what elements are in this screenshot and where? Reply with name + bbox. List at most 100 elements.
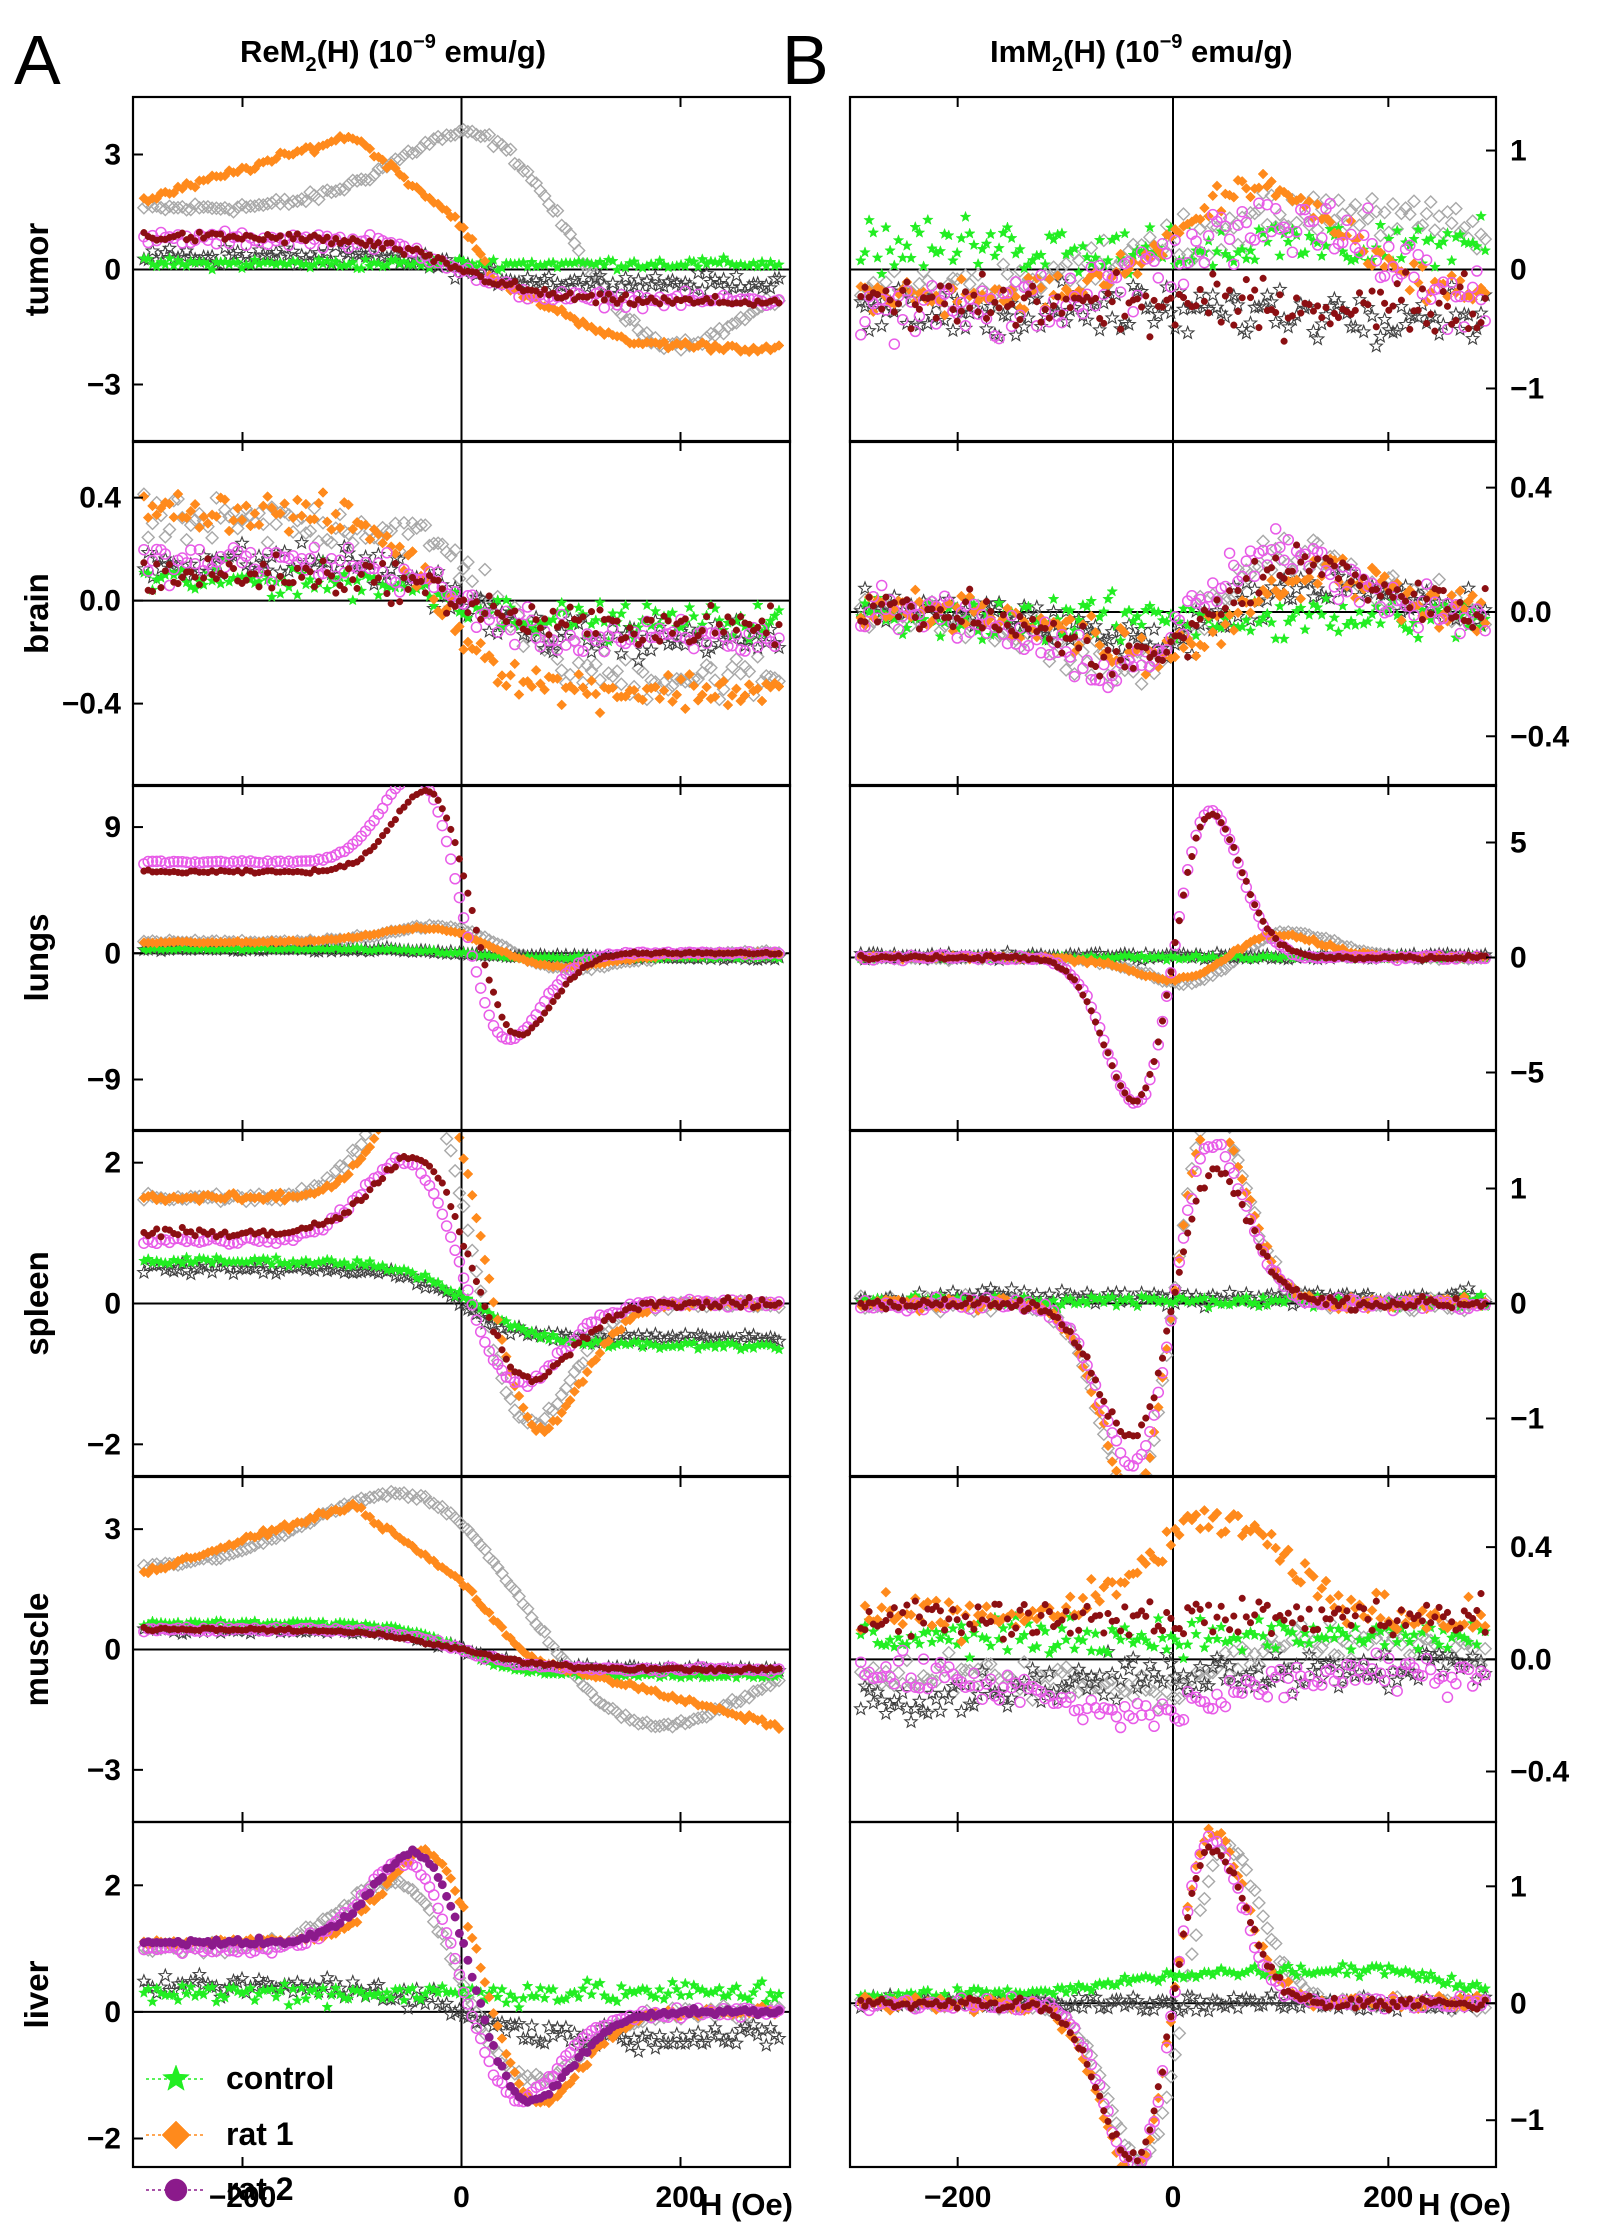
data-point <box>696 253 709 265</box>
data-point <box>694 1298 702 1306</box>
row-label-lungs: lungs <box>18 914 55 1002</box>
data-point <box>636 1341 649 1353</box>
data-point <box>438 1995 455 2011</box>
data-point <box>737 1303 745 1311</box>
y-tick-label: 2 <box>104 1147 121 1180</box>
data-point <box>698 2033 715 2049</box>
data-point <box>742 307 757 322</box>
data-point <box>168 563 180 576</box>
data-point <box>165 560 174 569</box>
data-point <box>581 1366 593 1378</box>
data-point <box>295 1982 308 1994</box>
data-point <box>773 681 785 692</box>
data-point <box>460 1301 476 1316</box>
data-point <box>213 202 228 216</box>
data-point <box>622 2038 638 2053</box>
data-point <box>366 1186 374 1194</box>
data-point <box>698 627 706 635</box>
data-point <box>219 1991 231 2003</box>
data-point <box>403 1080 413 1090</box>
data-point <box>472 1277 480 1286</box>
data-point <box>390 162 401 174</box>
data-point <box>403 771 413 781</box>
column-title-b-sup: −9 <box>1160 31 1183 53</box>
data-point <box>571 243 586 258</box>
data-point <box>708 673 723 688</box>
data-point <box>630 630 638 638</box>
data-point <box>656 637 664 645</box>
data-point <box>414 1488 428 1503</box>
data-point <box>212 575 220 583</box>
data-point <box>403 785 405 786</box>
data-point <box>319 1969 335 1985</box>
data-point <box>158 529 173 544</box>
data-point <box>451 602 459 610</box>
data-point <box>751 598 764 611</box>
data-point <box>285 243 301 258</box>
data-point <box>179 532 194 547</box>
data-point <box>202 258 214 270</box>
data-point <box>376 1259 389 1271</box>
data-point <box>364 534 376 545</box>
data-point <box>662 669 674 681</box>
data-point <box>357 855 365 863</box>
data-point <box>312 253 325 265</box>
data-point <box>477 1288 485 1296</box>
data-point <box>572 644 585 657</box>
data-point <box>142 512 154 523</box>
data-point <box>505 669 516 681</box>
column-title-b-sub: 2 <box>1052 54 1063 76</box>
data-point <box>749 301 758 309</box>
data-point <box>494 1332 502 1340</box>
data-point <box>771 270 787 285</box>
data-point <box>309 513 320 525</box>
data-point <box>162 199 177 214</box>
data-point <box>658 336 670 348</box>
data-point <box>364 143 376 155</box>
data-point <box>425 572 434 580</box>
data-point <box>382 1111 392 1121</box>
data-point <box>303 524 318 538</box>
data-point <box>401 1490 416 1505</box>
data-point <box>371 1488 386 1502</box>
data-point <box>711 292 719 300</box>
data-point <box>359 253 372 265</box>
data-point <box>545 2027 561 2043</box>
data-point <box>590 688 602 700</box>
data-point <box>751 641 764 653</box>
data-point <box>425 1162 434 1170</box>
data-point <box>379 1175 387 1183</box>
data-point <box>703 1298 711 1306</box>
data-point <box>453 1256 466 1268</box>
data-point <box>178 573 186 581</box>
data-point <box>387 820 395 828</box>
data-point <box>613 617 621 625</box>
data-point <box>330 508 342 520</box>
data-point <box>457 912 470 924</box>
data-point <box>337 182 352 197</box>
data-point <box>397 515 411 530</box>
data-point <box>472 268 480 277</box>
data-point <box>558 987 566 995</box>
data-point <box>664 617 672 625</box>
data-point <box>551 644 564 656</box>
data-point <box>161 240 178 255</box>
data-point <box>286 194 301 209</box>
data-point <box>502 617 510 626</box>
data-point <box>509 658 521 670</box>
data-point <box>456 122 471 137</box>
data-point <box>725 1692 740 1707</box>
data-point <box>163 856 176 869</box>
data-point <box>424 1081 436 1093</box>
data-point <box>370 843 378 851</box>
data-point <box>396 598 404 606</box>
data-point <box>575 270 591 286</box>
y-tick-label: −3 <box>87 1754 121 1787</box>
data-point <box>214 855 227 868</box>
series-group <box>136 487 787 719</box>
data-point <box>775 621 783 629</box>
data-point <box>573 669 585 680</box>
data-point <box>374 1179 382 1187</box>
data-point <box>579 613 587 621</box>
data-point <box>464 889 472 897</box>
